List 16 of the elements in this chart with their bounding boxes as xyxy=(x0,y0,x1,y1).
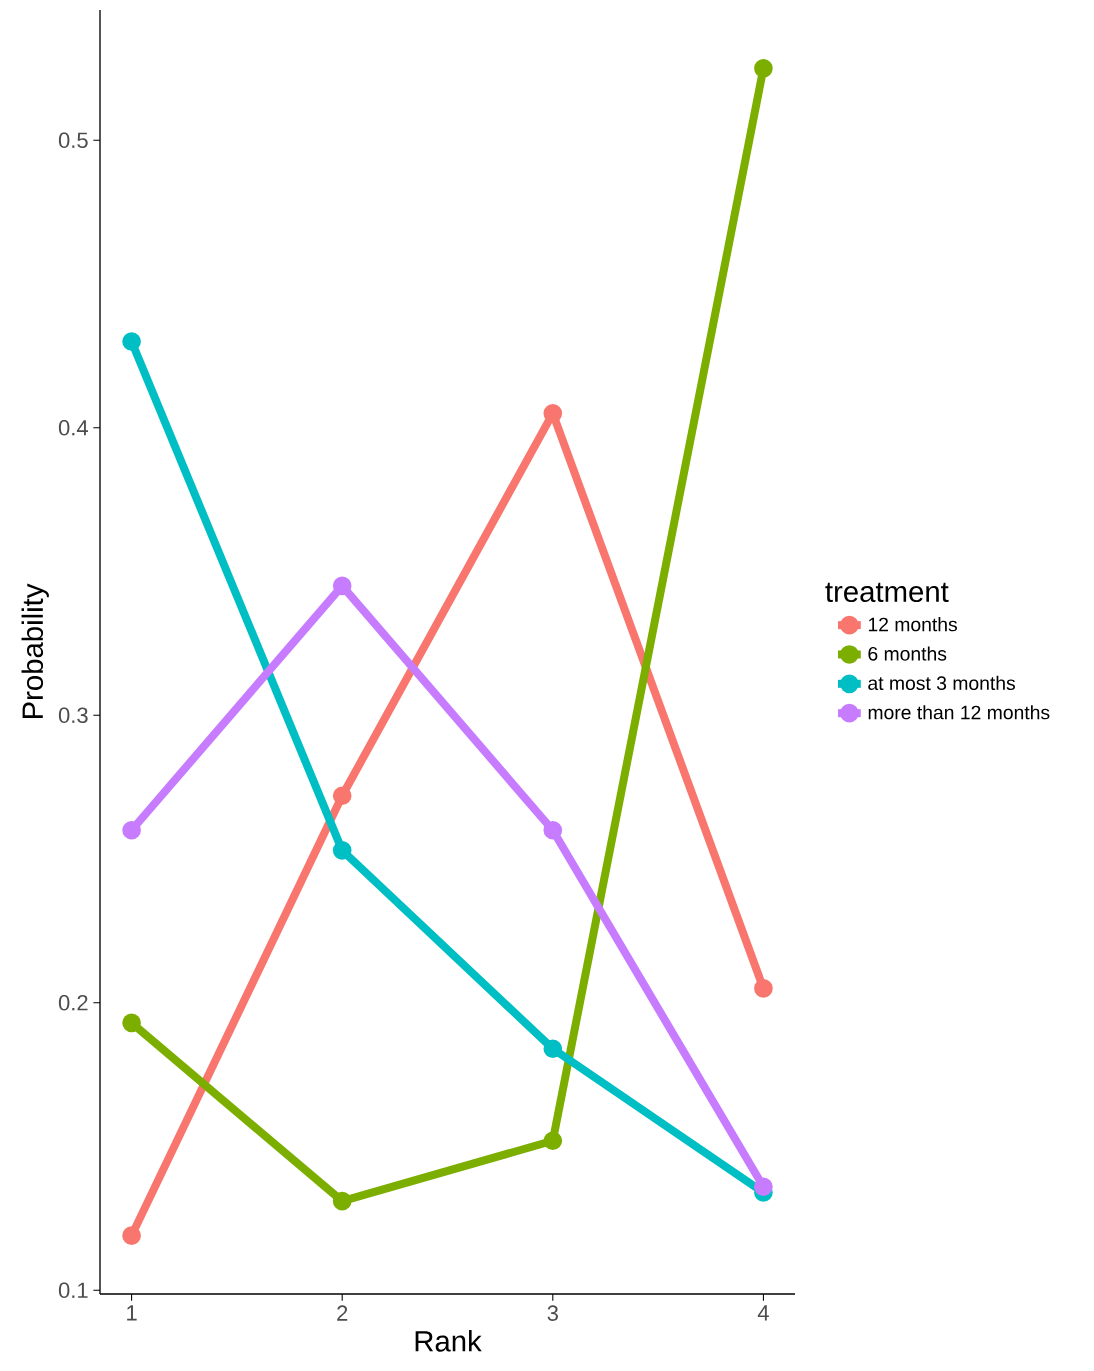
legend-label: 6 months xyxy=(868,646,947,661)
x-axis-title: Rank xyxy=(415,1330,482,1352)
legend-label: 12 months xyxy=(868,617,957,632)
legend-title: treatment xyxy=(825,582,949,603)
y-axis-title: Probability xyxy=(21,583,49,719)
legend-label: more than 12 months xyxy=(868,705,1050,720)
x-tick-label: 3 xyxy=(547,1305,558,1321)
legend-label: at most 3 months xyxy=(868,675,1016,691)
x-tick-label: 2 xyxy=(337,1305,348,1321)
y-tick-label: 0.2 xyxy=(58,994,88,1011)
y-tick-label: 0.1 xyxy=(58,1282,88,1299)
x-tick-label: 4 xyxy=(757,1305,769,1321)
y-tick-label: 0.4 xyxy=(58,419,88,436)
x-tick-label: 1 xyxy=(127,1305,137,1321)
y-tick-label: 0.3 xyxy=(58,707,88,724)
y-tick-label: 0.5 xyxy=(58,132,88,149)
